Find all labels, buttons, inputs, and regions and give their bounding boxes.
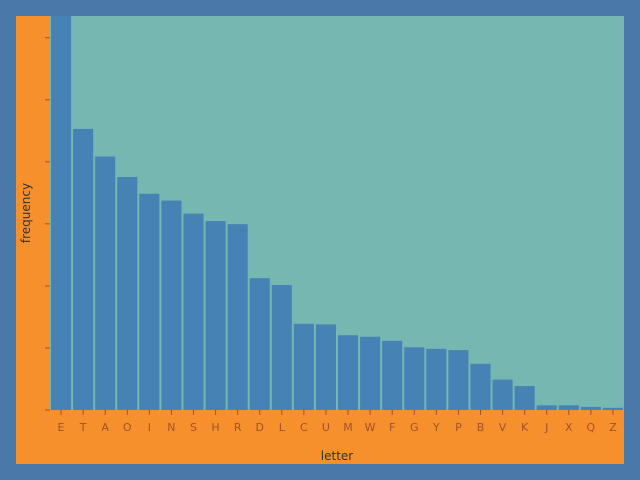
- x-tick-label: E: [58, 421, 65, 434]
- x-tick-label: O: [123, 421, 132, 434]
- bar-s: [183, 213, 204, 410]
- x-tick-label: F: [389, 421, 395, 434]
- bar-p: [448, 350, 469, 410]
- bar-x: [558, 405, 579, 410]
- x-tick-label: L: [279, 421, 286, 434]
- bars: [51, 16, 623, 410]
- bar-h: [205, 221, 226, 410]
- bar-i: [139, 193, 160, 410]
- bar-n: [161, 200, 182, 410]
- x-tick-label: V: [499, 421, 507, 434]
- x-tick-label: M: [343, 421, 353, 434]
- bar-f: [382, 340, 403, 410]
- x-tick-label: D: [255, 421, 263, 434]
- bar-o: [117, 177, 138, 410]
- bar-v: [492, 379, 513, 410]
- x-tick-label: X: [565, 421, 573, 434]
- x-tick-label: I: [148, 421, 151, 434]
- bar-z: [602, 407, 623, 410]
- bar-d: [249, 278, 270, 410]
- bar-e: [51, 16, 72, 410]
- bar-c: [293, 323, 314, 410]
- x-tick-label: N: [167, 421, 175, 434]
- bar-j: [536, 405, 557, 410]
- x-tick-label: Y: [432, 421, 440, 434]
- x-tick-label: A: [101, 421, 109, 434]
- x-tick-label: R: [234, 421, 242, 434]
- bar-t: [73, 128, 94, 410]
- x-tick-label: B: [477, 421, 485, 434]
- x-tick-label: C: [300, 421, 308, 434]
- bar-m: [338, 335, 359, 410]
- x-tick-label: W: [365, 421, 376, 434]
- bar-g: [404, 347, 425, 410]
- x-axis-title: letter: [321, 449, 354, 463]
- x-tick-label: U: [322, 421, 330, 434]
- bar-y: [426, 348, 447, 410]
- y-axis-title: frequency: [19, 183, 33, 243]
- x-tick-label: P: [455, 421, 462, 434]
- x-tick-label: J: [544, 421, 548, 434]
- bar-a: [95, 156, 116, 410]
- bar-k: [514, 386, 535, 410]
- x-tick-label: S: [190, 421, 197, 434]
- bar-r: [227, 224, 248, 410]
- x-tick-label: H: [211, 421, 219, 434]
- x-tick-label: T: [79, 421, 87, 434]
- bar-u: [315, 324, 336, 410]
- bar-l: [271, 284, 292, 410]
- bar-q: [580, 406, 601, 410]
- x-tick-label: G: [410, 421, 419, 434]
- y-axis: [45, 16, 51, 411]
- x-tick-label: Z: [609, 421, 617, 434]
- bar-w: [360, 336, 381, 410]
- x-tick-label: K: [521, 421, 529, 434]
- x-tick-label: Q: [587, 421, 596, 434]
- bar-b: [470, 363, 491, 410]
